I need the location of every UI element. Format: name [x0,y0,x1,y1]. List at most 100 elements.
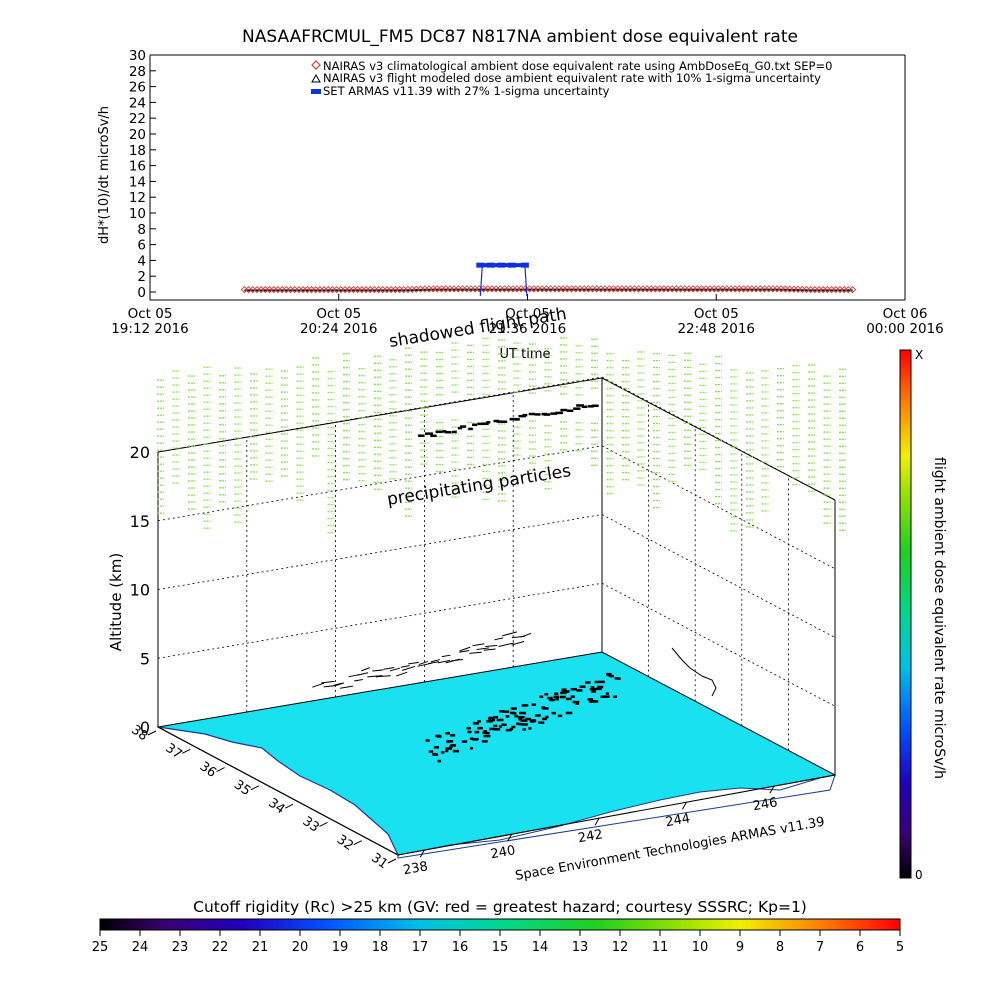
track-point [531,703,537,706]
track-point [565,711,573,715]
legend-entry-armas: SET ARMAS v11.39 with 27% 1-sigma uncert… [323,84,610,98]
track-segment [472,643,485,647]
track-point [515,722,520,726]
track-segment [418,660,429,666]
track-segment [534,413,541,416]
x-tick-date: Oct 05 [128,306,173,322]
x-tick-date: Oct 05 [505,306,550,322]
grid-line [601,582,836,707]
track-segment [459,649,470,653]
flight-track [312,404,717,763]
track-segment [498,642,515,648]
x-tick-date: Oct 06 [883,306,928,322]
grid-line [601,376,836,501]
track-segment [511,640,525,646]
track-segment [459,646,471,652]
footer-tick-label: 14 [532,940,549,955]
longitude-tick-label: 242 [577,827,604,846]
track-segment [481,422,489,426]
legend-marker-nairas-flight [311,73,321,83]
track-segment [428,661,439,665]
longitude-tick-mark [419,849,425,858]
footer-tick-label: 7 [816,940,824,955]
track-point [502,710,510,713]
track-segment [560,408,568,412]
annotation-shadowed-flight-path: shadowed flight path [388,304,568,352]
footer-tick-label: 16 [452,940,469,955]
latitude-tick-label: 33 [300,814,322,836]
track-segment [555,411,563,415]
track-point [525,717,532,721]
track-point [491,718,496,722]
track-point [440,751,445,754]
track-point [510,707,517,710]
track-point [519,711,527,715]
latitude-tick-mark [319,821,328,827]
x-tick-time: 00:00 2016 [866,321,944,337]
track-point [539,695,544,699]
track-point [435,734,441,738]
track-point [570,687,577,691]
track-segment [333,682,345,687]
track-point [557,714,563,718]
track-segment [514,418,520,421]
track-point [528,727,532,730]
latitude-tick-label: 32 [334,832,356,854]
track-segment [367,675,383,678]
track-point [518,722,522,726]
track-point [547,696,553,700]
x-tick-time: 21:36 2016 [489,321,567,337]
latitude-tick-label: 34 [265,796,287,818]
dose-colorbar: X 0 flight ambient dose equivalent rate … [899,348,947,882]
track-point [432,753,439,756]
track-point [501,723,507,727]
track-point [542,707,549,710]
longitude-tick-mark [594,817,600,826]
track-segment [442,430,447,433]
y-tick-label: 4 [137,253,146,269]
track-segment [587,405,594,408]
track-point [522,728,527,731]
track-segment [509,417,518,421]
track-segment [671,647,717,697]
longitude-tick-label: 244 [664,811,691,830]
track-point [589,687,596,691]
track-point [591,690,597,693]
track-segment [441,654,451,658]
longitude-tick-mark [507,833,513,842]
track-segment [389,667,400,672]
track-point [498,725,502,728]
track-segment [543,413,551,416]
track-segment [485,645,498,648]
grid-line [601,514,836,638]
track-segment [400,665,410,668]
track-segment [576,404,585,407]
series-armas-fall [524,265,528,297]
footer-tick-label: 22 [212,940,229,955]
footer-tick-label: 18 [372,940,389,955]
track-point [437,759,442,763]
track-point [485,731,490,735]
track-point [483,734,491,738]
track-point [509,711,515,715]
track-point [541,706,546,709]
altitude-tick-label: 0 [140,718,150,737]
track-point [514,714,519,718]
footer-tick-label: 21 [252,940,269,955]
x-tick-time: 22:48 2016 [677,321,755,337]
track-point [498,709,504,713]
track-segment [502,631,518,637]
y-tick-label: 12 [129,190,146,206]
altitude-ticks: 0 5 10 15 20 [130,443,150,737]
track-point [482,731,488,734]
latitude-tick-mark [182,748,191,754]
track-segment [528,412,536,416]
track-point [600,695,606,699]
footer-tick-label: 24 [132,940,149,955]
latitude-tick-mark [216,767,225,773]
longitude-tick-label: 246 [752,795,779,814]
track-point [560,691,567,695]
x-axis-label: UT time [500,347,551,362]
x-tick-date: Oct 05 [694,306,739,322]
